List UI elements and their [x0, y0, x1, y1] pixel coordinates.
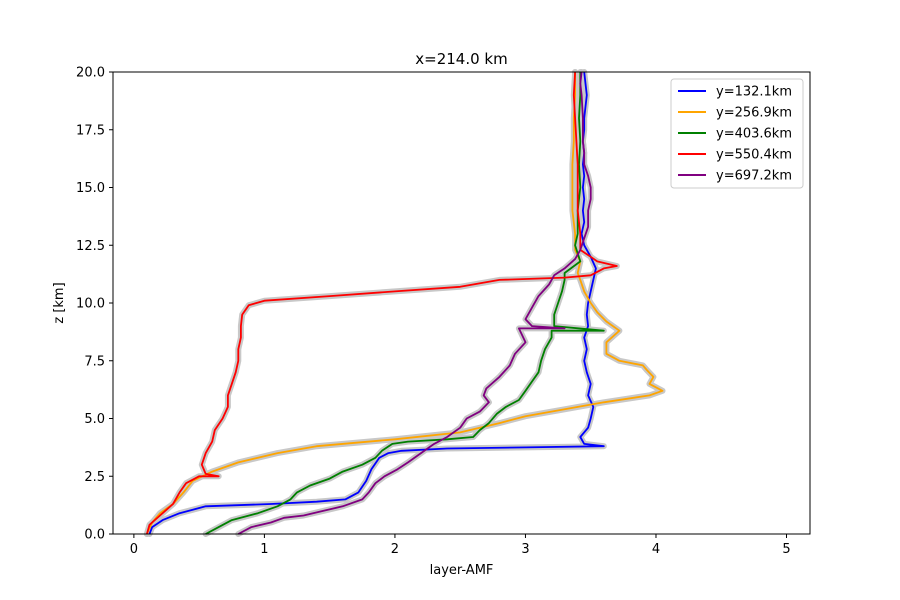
- series-line-3: [146, 71, 618, 535]
- x-tick-label: 0: [130, 542, 138, 557]
- y-axis-ticks: 0.0 2.5 5.0 7.5 10.0 12.5 15.0 17.5 20.0: [76, 66, 113, 543]
- series-line-2: [205, 72, 605, 535]
- series-line-4: [237, 71, 592, 535]
- y-tick-label: 0.0: [84, 528, 105, 543]
- legend-label: y=132.1km: [716, 85, 792, 100]
- x-axis-ticks: 0 1 2 3 4 5: [130, 534, 791, 557]
- y-tick-label: 2.5: [84, 470, 105, 485]
- legend-label: y=256.9km: [716, 106, 792, 121]
- y-tick-label: 10.0: [76, 297, 105, 312]
- legend-box: [670, 78, 804, 189]
- legend-label: y=697.2km: [716, 169, 792, 184]
- y-tick-label: 20.0: [76, 66, 105, 81]
- x-tick-label: 4: [652, 542, 660, 557]
- chart-title: x=214.0 km: [415, 50, 507, 68]
- x-axis-label: layer-AMF: [430, 563, 494, 578]
- uncertainty-band-3: [143, 69, 620, 537]
- legend-label: y=403.6km: [716, 127, 792, 142]
- y-tick-label: 15.0: [76, 181, 105, 196]
- x-tick-label: 3: [521, 542, 529, 557]
- legend: y=132.1km y=256.9km y=403.6km y=550.4km y=69…: [670, 78, 804, 189]
- series-line-1: [146, 72, 664, 535]
- series-line-0: [148, 71, 605, 535]
- y-tick-label: 12.5: [76, 239, 105, 254]
- y-axis-label: z [km]: [52, 282, 67, 323]
- y-tick-label: 5.0: [84, 412, 105, 427]
- y-tick-label: 7.5: [84, 354, 105, 369]
- legend-label: y=550.4km: [716, 148, 792, 163]
- x-tick-label: 1: [260, 542, 268, 557]
- uncertainty-band-4: [235, 69, 594, 537]
- x-tick-label: 5: [782, 542, 790, 557]
- y-tick-label: 17.5: [76, 123, 105, 138]
- x-tick-label: 2: [391, 542, 399, 557]
- series-lines: [146, 71, 664, 535]
